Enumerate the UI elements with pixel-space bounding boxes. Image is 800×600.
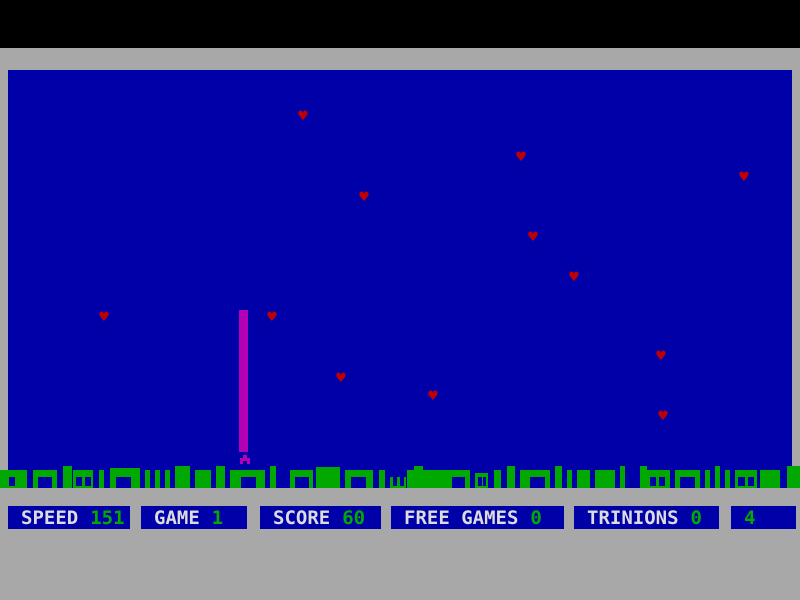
- status-value-game: 1: [211, 506, 224, 529]
- status-value-free-games: 0: [530, 506, 542, 529]
- heart-sprite: ♥: [657, 409, 669, 424]
- heart-sprite: ♥: [335, 371, 347, 386]
- status-label-game: GAME: [154, 506, 200, 529]
- status-box-free-games: FREE GAMES 0: [391, 506, 564, 529]
- playfield[interactable]: [8, 70, 792, 488]
- heart-sprite: ♥: [568, 270, 580, 285]
- heart-sprite: ♥: [98, 310, 110, 325]
- heart-sprite: ♥: [427, 389, 439, 404]
- status-value-counter: 4: [744, 506, 756, 529]
- status-box-score: SCORE 60: [260, 506, 381, 529]
- status-box-game: GAME 1: [141, 506, 247, 529]
- heart-sprite: ♥: [266, 310, 278, 325]
- heart-sprite: ♥: [527, 230, 539, 245]
- status-value-score: 60: [342, 506, 366, 529]
- top-border-band: [0, 0, 800, 48]
- player-paddle: [239, 310, 248, 452]
- heart-sprite: ♥: [738, 170, 750, 185]
- status-box-trinions: TRINIONS 0: [574, 506, 719, 529]
- status-label-trinions: TRINIONS: [587, 506, 679, 529]
- status-box-speed: SPEED 151: [8, 506, 130, 529]
- status-label-speed: SPEED: [21, 506, 79, 529]
- trinion-sprite-body: [240, 458, 250, 464]
- heart-sprite: ♥: [297, 109, 309, 124]
- heart-sprite: ♥: [515, 150, 527, 165]
- status-box-counter: 4: [731, 506, 796, 529]
- status-value-trinions: 0: [690, 506, 702, 529]
- trinion-sprite: [243, 455, 247, 458]
- trinion-sprite-notch: [243, 461, 247, 464]
- heart-sprite: ♥: [655, 349, 667, 364]
- status-label-free-games: FREE GAMES: [404, 506, 519, 529]
- heart-sprite: ♥: [358, 190, 370, 205]
- status-value-speed: 151: [90, 506, 125, 529]
- status-label-score: SCORE: [273, 506, 331, 529]
